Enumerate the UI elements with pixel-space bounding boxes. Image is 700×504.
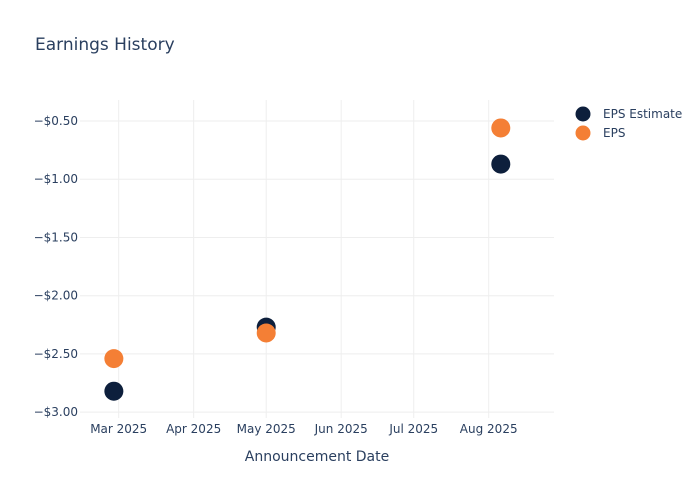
x-tick-label: Apr 2025 bbox=[166, 422, 221, 436]
y-tick-label: −$3.00 bbox=[34, 405, 78, 419]
x-tick-label: May 2025 bbox=[237, 422, 296, 436]
data-point-eps-estimate[interactable] bbox=[104, 381, 124, 401]
legend-marker bbox=[575, 106, 591, 122]
axis-layer: Mar 2025 Apr 2025 May 2025 Jun 2025 Jul 2025… bbox=[34, 114, 518, 436]
x-axis-title: Announcement Date bbox=[245, 449, 389, 465]
y-tick-label: −$2.00 bbox=[34, 289, 78, 303]
y-tick-label: −$1.50 bbox=[34, 230, 78, 244]
x-tick-label: Jul 2025 bbox=[388, 422, 438, 436]
legend-marker bbox=[575, 125, 591, 141]
y-tick-label: −$1.00 bbox=[34, 172, 78, 186]
x-tick-label: Jun 2025 bbox=[314, 422, 368, 436]
data-point-eps-estimate[interactable] bbox=[491, 154, 511, 174]
legend-item-label[interactable]: EPS Estimate bbox=[603, 107, 682, 121]
data-point-eps[interactable] bbox=[256, 323, 276, 343]
x-tick-label: Aug 2025 bbox=[460, 422, 518, 436]
legend-item-label[interactable]: EPS bbox=[603, 126, 625, 140]
points-layer bbox=[104, 118, 511, 401]
y-tick-label: −$2.50 bbox=[34, 347, 78, 361]
y-tick-label: −$0.50 bbox=[34, 114, 78, 128]
data-point-eps[interactable] bbox=[104, 349, 124, 369]
grid-layer bbox=[80, 100, 554, 418]
legend[interactable]: EPS Estimate EPS bbox=[575, 106, 683, 141]
data-point-eps[interactable] bbox=[491, 118, 511, 138]
chart-title: Earnings History bbox=[35, 35, 175, 55]
x-tick-label: Mar 2025 bbox=[90, 422, 147, 436]
